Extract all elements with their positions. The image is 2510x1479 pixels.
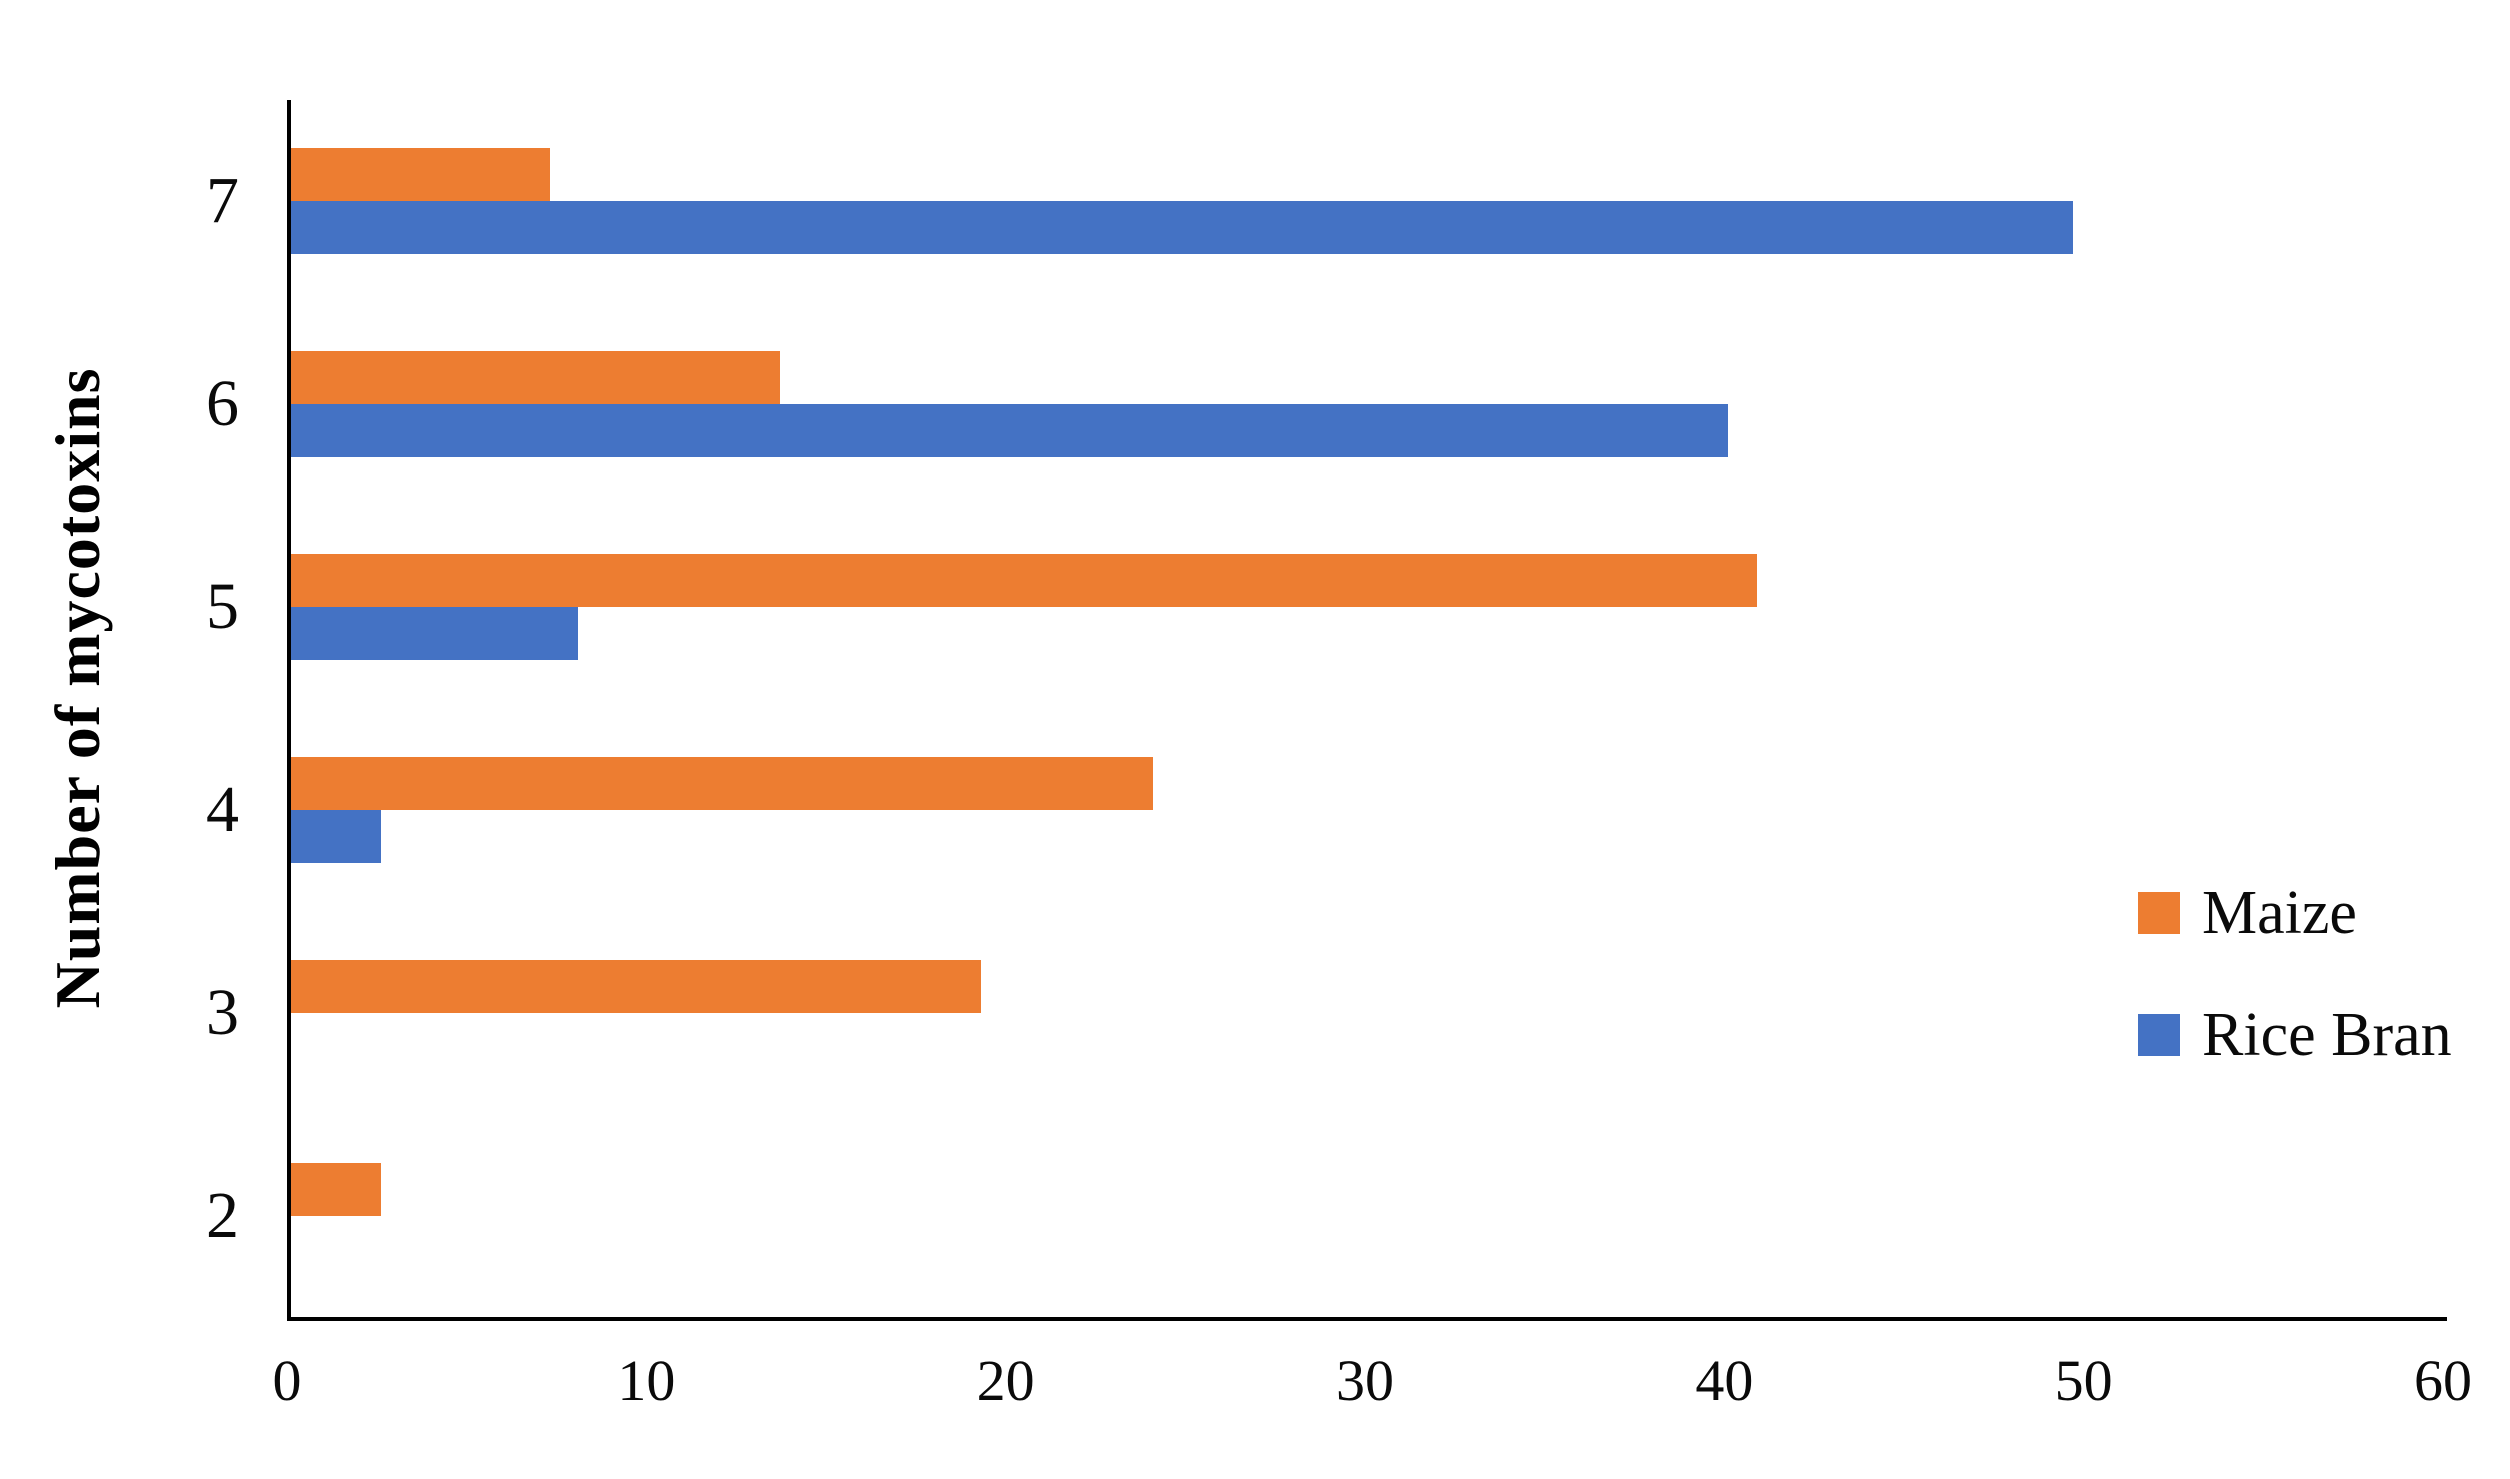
legend-label: Maize [2202, 879, 2357, 947]
legend: Maize Rice Bran [2138, 882, 2452, 1126]
y-axis-title: Number of mycotoxins [42, 367, 113, 1009]
x-axis-tick-labels: 0 10 20 30 40 50 60 [273, 1348, 2473, 1432]
category-label: 6 [206, 367, 239, 441]
legend-item-rice-bran: Rice Bran [2138, 1004, 2452, 1066]
legend-item-maize: Maize [2138, 882, 2452, 944]
x-tick-label: 10 [617, 1348, 676, 1413]
maize-bar [291, 351, 780, 405]
maize-bar [291, 959, 981, 1013]
category-label: 2 [206, 1178, 239, 1252]
x-tick-label: 50 [2054, 1348, 2113, 1413]
plot-area: 7 6 5 4 3 2 [206, 100, 2447, 1321]
bar-pair [291, 554, 2447, 661]
category-label: 3 [206, 975, 239, 1049]
rice-bran-bar [291, 607, 579, 661]
bar-pair [291, 959, 2447, 1066]
x-tick-label: 30 [1336, 1348, 1394, 1413]
category-label: 5 [206, 570, 239, 644]
maize-bar [291, 756, 1154, 810]
legend-label: Rice Bran [2202, 1001, 2452, 1069]
category-row: 3 [206, 911, 2447, 1114]
category-rows: 7 6 5 4 3 2 [206, 100, 2447, 1317]
category-row: 7 [206, 100, 2447, 303]
category-label: 4 [206, 772, 239, 846]
maize-bar [291, 554, 1758, 608]
x-tick-label: 60 [2414, 1348, 2472, 1413]
bar-pair [291, 351, 2447, 458]
x-tick-label: 0 [272, 1348, 302, 1413]
bar-pair [291, 756, 2447, 863]
x-tick-label: 40 [1695, 1348, 1754, 1413]
bar-pair [291, 148, 2447, 255]
category-label: 7 [206, 164, 239, 238]
rice-bran-bar [291, 404, 1729, 458]
maize-swatch-icon [2138, 892, 2180, 934]
maize-bar [291, 148, 550, 202]
rice-bran-swatch-icon [2138, 1014, 2180, 1056]
rice-bran-bar [291, 201, 2074, 255]
category-row: 2 [206, 1114, 2447, 1317]
category-row: 4 [206, 708, 2447, 911]
maize-bar [291, 1162, 381, 1216]
category-row: 6 [206, 303, 2447, 506]
rice-bran-bar [291, 809, 381, 863]
category-row: 5 [206, 506, 2447, 709]
x-tick-label: 20 [976, 1348, 1035, 1413]
bar-pair [291, 1162, 2447, 1269]
